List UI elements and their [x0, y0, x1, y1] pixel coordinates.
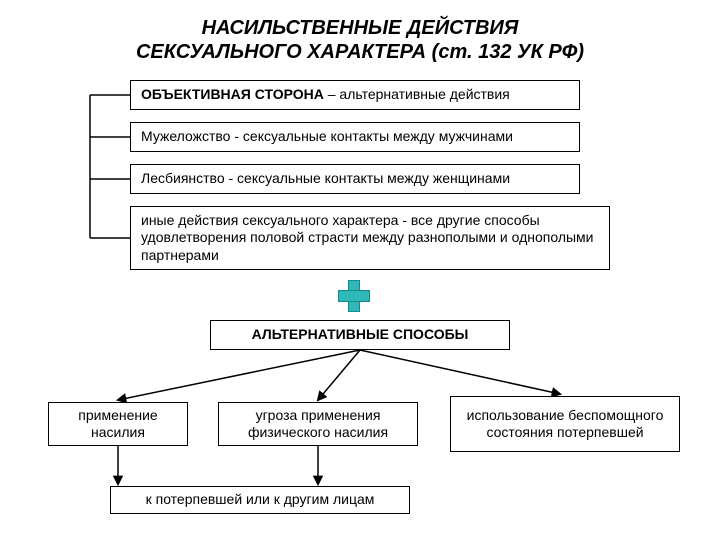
- title-line-2: СЕКСУАЛЬНОГО ХАРАКТЕРА (ст. 132 УК РФ): [0, 40, 720, 64]
- method-box: использование беспомощного состояния пот…: [450, 396, 680, 452]
- subheader-box: ОБЪЕКТИВНАЯ СТОРОНА – альтернативные дей…: [130, 80, 580, 110]
- method-text: применение насилия: [59, 407, 177, 442]
- plus-icon: [338, 280, 368, 310]
- method-text: угроза применения физического насилия: [229, 407, 407, 442]
- definition-box: Мужеложство - сексуальные контакты между…: [130, 122, 580, 152]
- method-text: использование беспомощного состояния пот…: [461, 407, 669, 442]
- target-box: к потерпевшей или к другим лицам: [110, 486, 410, 514]
- method-box: угроза применения физического насилия: [218, 402, 418, 446]
- alt-methods-box: АЛЬТЕРНАТИВНЫЕ СПОСОБЫ: [210, 320, 510, 350]
- subheader-bold: ОБЪЕКТИВНАЯ СТОРОНА: [141, 86, 324, 102]
- definition-box: иные действия сексуального характера - в…: [130, 206, 610, 270]
- definition-text: Мужеложство - сексуальные контакты между…: [141, 128, 513, 146]
- target-text: к потерпевшей или к другим лицам: [146, 491, 375, 509]
- fanout-arrows: [118, 350, 560, 400]
- title-line-1: НАСИЛЬСТВЕННЫЕ ДЕЙСТВИЯ: [0, 16, 720, 40]
- definition-text: Лесбиянство - сексуальные контакты между…: [141, 170, 510, 188]
- bracket-lines: [90, 95, 130, 238]
- definition-box: Лесбиянство - сексуальные контакты между…: [130, 164, 580, 194]
- definition-text: иные действия сексуального характера - в…: [141, 212, 599, 265]
- alt-methods-label: АЛЬТЕРНАТИВНЫЕ СПОСОБЫ: [252, 326, 469, 344]
- page-title: НАСИЛЬСТВЕННЫЕ ДЕЙСТВИЯ СЕКСУАЛЬНОГО ХАР…: [0, 16, 720, 64]
- subheader-text: ОБЪЕКТИВНАЯ СТОРОНА – альтернативные дей…: [141, 86, 510, 104]
- target-arrows: [118, 446, 318, 484]
- method-box: применение насилия: [48, 402, 188, 446]
- subheader-rest: – альтернативные действия: [324, 86, 510, 102]
